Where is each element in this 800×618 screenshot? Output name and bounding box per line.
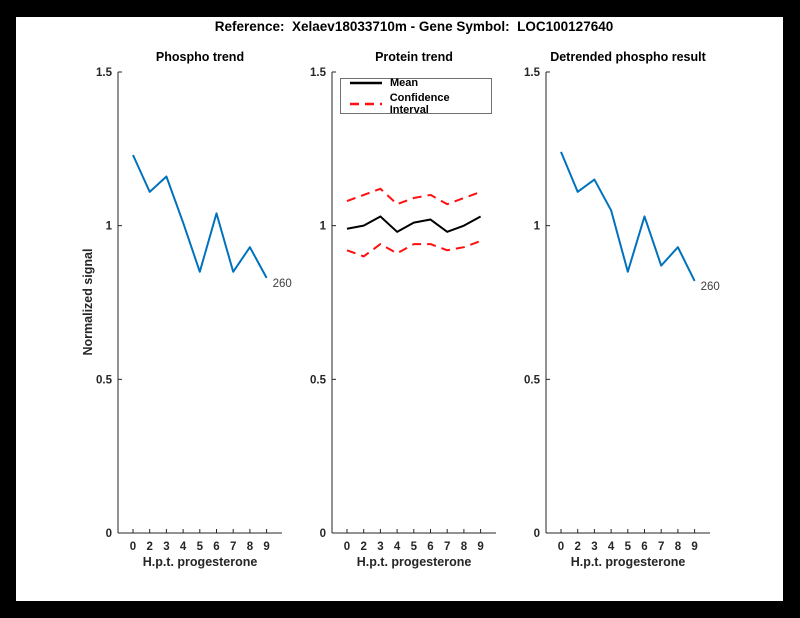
y-tick-label: 0.5 [524, 374, 541, 386]
x-tick-label: 3 [163, 541, 169, 553]
y-tick-label: 1.5 [524, 67, 541, 79]
x-tick-label: 0 [558, 541, 564, 553]
y-tick-label: 0 [534, 528, 540, 540]
x-tick-label: 8 [675, 541, 682, 553]
annotation-260: 260 [701, 281, 720, 293]
figure-background [16, 17, 783, 601]
confidence-interval-swatch [350, 102, 382, 105]
x-tick-label: 4 [394, 541, 401, 553]
y-tick-label: 0.5 [96, 374, 113, 386]
legend-label-confidence-interval: Confidence Interval [389, 91, 450, 116]
x-tick-label: 3 [591, 541, 597, 553]
x-axis-label-plot2: H.p.t. progesterone [356, 555, 472, 569]
x-tick-label: 8 [461, 541, 468, 553]
x-tick-label: 6 [213, 541, 219, 553]
series-phospho-signal [132, 154, 268, 279]
x-axis-label-plot3: H.p.t. progesterone [570, 555, 686, 569]
mean-line-swatch [350, 81, 382, 84]
legend-box: Mean Confidence Interval [340, 77, 492, 116]
x-tick-label: 5 [625, 541, 632, 553]
series-mean [346, 215, 482, 233]
x-tick-label: 2 [574, 541, 580, 553]
x-tick-label: 9 [263, 541, 269, 553]
series-confidence-interval-upper [346, 187, 481, 206]
subplot-title-detrended-result: Detrended phospho result [550, 50, 706, 64]
x-tick-label: 5 [197, 541, 204, 553]
y-tick-label: 1 [106, 221, 113, 233]
x-tick-label: 5 [411, 541, 418, 553]
x-tick-label: 7 [658, 541, 664, 553]
subplot-title-phospho-trend: Phospho trend [155, 50, 245, 64]
x-tick-label: 2 [146, 541, 152, 553]
y-tick-label: 0 [320, 528, 326, 540]
series-confidence-interval-lower [346, 240, 481, 258]
x-tick-label: 3 [377, 541, 383, 553]
x-tick-label: 6 [427, 541, 433, 553]
x-tick-label: 9 [477, 541, 483, 553]
y-tick-label: 0.5 [310, 374, 327, 386]
y-tick-label: 1.5 [310, 67, 327, 79]
legend-item-confidence-interval: Confidence Interval [349, 92, 491, 116]
subplot-title-protein-trend: Protein trend [375, 50, 453, 64]
x-tick-label: 4 [180, 541, 187, 553]
y-tick-label: 1 [534, 221, 541, 233]
legend-label-mean: Mean [390, 76, 419, 89]
protein-trend-plot: 00.511.50 2 3 4 5 6 7 8 9 [310, 67, 496, 553]
series-detrended-phospho-signal [560, 151, 696, 282]
annotation-260: 260 [273, 278, 292, 290]
y-tick-label: 0 [106, 528, 112, 540]
x-tick-label: 0 [130, 541, 136, 553]
legend-item-mean: Mean [349, 77, 491, 89]
x-tick-label: 8 [247, 541, 254, 553]
x-tick-label: 9 [691, 541, 697, 553]
figure-title: Reference: Xelaev18033710m - Gene Symbol… [214, 19, 614, 34]
x-tick-label: 4 [608, 541, 615, 553]
y-tick-label: 1.5 [96, 67, 113, 79]
x-axis-label-plot1: H.p.t. progesterone [142, 555, 258, 569]
x-tick-label: 2 [360, 541, 366, 553]
x-tick-label: 7 [230, 541, 236, 553]
x-tick-label: 7 [444, 541, 450, 553]
x-tick-label: 0 [344, 541, 350, 553]
x-tick-label: 6 [641, 541, 647, 553]
y-tick-label: 1 [320, 221, 327, 233]
